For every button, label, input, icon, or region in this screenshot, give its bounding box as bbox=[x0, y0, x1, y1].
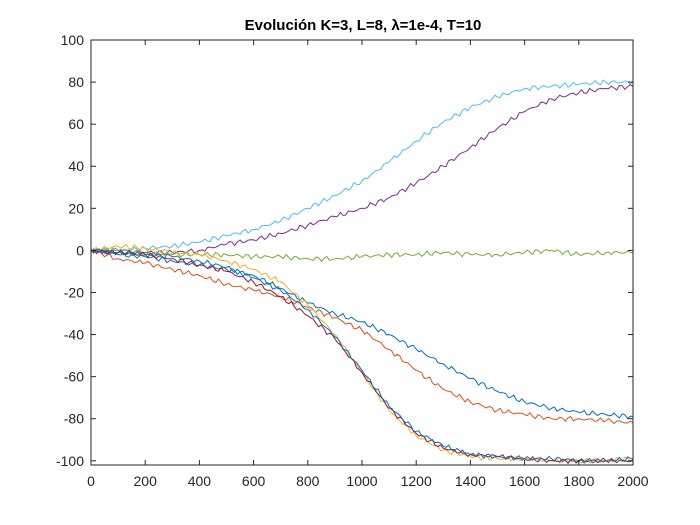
x-tick-label: 1800 bbox=[563, 473, 594, 489]
chart-title: Evolución K=3, L=8, λ=1e-4, T=10 bbox=[245, 17, 482, 34]
x-tick-label: 1200 bbox=[401, 473, 432, 489]
series-line-1 bbox=[90, 79, 634, 253]
x-tick-label: 1600 bbox=[509, 473, 540, 489]
series-line-4 bbox=[90, 248, 634, 420]
y-tick-label: -20 bbox=[64, 284, 84, 300]
series-line-7 bbox=[90, 249, 634, 465]
series-line-5 bbox=[90, 249, 634, 425]
series-line-8 bbox=[90, 248, 634, 464]
y-tick-label: 0 bbox=[76, 242, 84, 258]
x-tick-label: 400 bbox=[188, 473, 212, 489]
y-tick-label: 40 bbox=[68, 158, 84, 174]
x-tick-label: 600 bbox=[242, 473, 266, 489]
series-line-6 bbox=[90, 243, 634, 464]
x-tick-label: 200 bbox=[134, 473, 158, 489]
y-tick-label: 100 bbox=[61, 32, 85, 48]
y-tick-label: 20 bbox=[68, 200, 84, 216]
y-tick-label: 60 bbox=[68, 116, 84, 132]
x-tick-label: 1400 bbox=[455, 473, 486, 489]
x-tick-label: 2000 bbox=[617, 473, 648, 489]
series-line-2 bbox=[90, 84, 634, 256]
x-tick-label: 1000 bbox=[346, 473, 377, 489]
y-tick-label: -80 bbox=[64, 411, 84, 427]
series-lines bbox=[90, 79, 634, 465]
x-tick-label: 800 bbox=[296, 473, 320, 489]
y-tick-label: -60 bbox=[64, 369, 84, 385]
axis-ticks: 0 200 400 600 800 1000 1200 1400 1600 1800 2000-10… bbox=[56, 32, 649, 489]
x-tick-label: 0 bbox=[87, 473, 95, 489]
y-tick-label: -40 bbox=[64, 327, 84, 343]
y-tick-label: -100 bbox=[56, 453, 84, 469]
series-line-3 bbox=[90, 247, 634, 263]
y-tick-label: 80 bbox=[68, 74, 84, 90]
